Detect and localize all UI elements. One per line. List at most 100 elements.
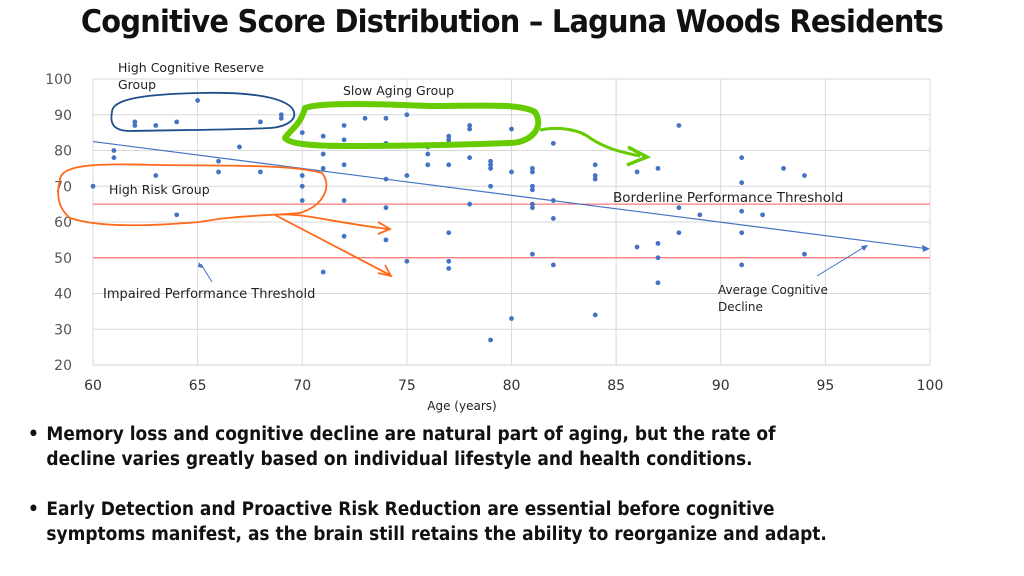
data-point: [404, 258, 410, 264]
data-point: [153, 173, 159, 178]
data-point: [488, 165, 493, 171]
data-point: [530, 183, 535, 189]
data-point: [530, 205, 535, 211]
data-point: [258, 119, 263, 125]
data-point: [592, 312, 598, 318]
bullet-line: Early Detection and Proactive Risk Reduc…: [46, 499, 775, 520]
y-tick-label: 90: [54, 108, 72, 124]
x-tick-label: 70: [293, 378, 311, 394]
data-point: [488, 158, 493, 164]
slow-aging-label: Slow Aging Group: [343, 83, 454, 98]
data-point: [404, 173, 410, 178]
bullet-item: • Memory loss and cognitive decline are …: [28, 422, 939, 472]
data-point: [592, 162, 598, 168]
bullet-glyph: •: [28, 424, 39, 445]
high-risk-arrowhead-2: [377, 264, 393, 278]
data-point: [341, 198, 347, 203]
data-point: [237, 144, 242, 150]
data-point: [258, 169, 263, 175]
data-point: [111, 155, 117, 161]
y-tick-label: 60: [54, 215, 72, 231]
data-point: [132, 123, 138, 128]
impaired-pointer-arrow: [200, 263, 213, 283]
y-tick-label: 30: [54, 322, 72, 338]
impaired-pointer-arrowhead: [198, 262, 203, 268]
high-risk-arrowhead-1: [377, 221, 393, 235]
data-point: [278, 115, 284, 121]
high-risk-arrow-2: [274, 214, 391, 276]
data-point: [341, 137, 347, 143]
data-point: [781, 165, 786, 171]
data-point: [467, 126, 473, 132]
data-point: [446, 266, 452, 271]
y-tick-label: 80: [54, 144, 72, 160]
data-point: [550, 216, 556, 221]
data-point: [739, 262, 745, 268]
data-point: [550, 140, 556, 146]
data-point: [216, 158, 221, 164]
data-point: [467, 155, 473, 161]
trend-line: [92, 140, 929, 250]
bullet-list: • Memory loss and cognitive decline are …: [28, 422, 1018, 572]
decline-pointer-arrow: [816, 245, 867, 277]
data-point: [341, 233, 347, 239]
data-point: [446, 230, 452, 236]
data-point: [404, 112, 410, 118]
bullet-line: decline varies greatly based on individu…: [46, 449, 753, 470]
data-point: [509, 316, 514, 321]
data-point: [299, 130, 305, 136]
data-point: [467, 201, 473, 207]
y-tick-label: 40: [54, 287, 72, 303]
decline-label-line2: Decline: [718, 300, 763, 314]
y-tick-label: 20: [54, 358, 72, 374]
data-point: [760, 212, 765, 218]
x-tick-label: 75: [398, 378, 416, 394]
grid-lines: [92, 78, 931, 366]
y-tick-label: 50: [54, 251, 72, 267]
data-point: [509, 126, 514, 132]
data-point: [446, 137, 452, 143]
hand-drawn-highlights: [57, 91, 868, 283]
data-point: [362, 115, 368, 121]
data-point: [530, 201, 535, 207]
data-point: [383, 237, 389, 243]
data-point: [383, 176, 389, 182]
data-point: [592, 173, 598, 178]
bullet-item: • Early Detection and Proactive Risk Red…: [28, 497, 939, 547]
data-point: [174, 212, 180, 218]
data-point: [467, 123, 473, 128]
data-point: [550, 198, 556, 203]
data-point: [530, 251, 535, 257]
x-axis-title: Age (years): [427, 399, 496, 413]
data-point: [802, 173, 807, 178]
x-tick-label: 95: [816, 378, 834, 394]
high-reserve-label-line1: High Cognitive Reserve: [118, 60, 264, 75]
data-point: [111, 148, 117, 153]
data-point: [320, 151, 326, 157]
data-point: [341, 162, 347, 168]
data-point: [739, 208, 745, 214]
x-tick-label: 85: [607, 378, 625, 394]
slow-aging-arrow: [539, 126, 641, 158]
data-point: [676, 230, 682, 236]
scatter-chart: 20 30 40 50 60 70 80 90 100 60 65 70 75 80 85 90 95 100 H…: [45, 60, 943, 413]
data-point: [488, 337, 493, 343]
high-risk-arrow-1: [274, 213, 389, 230]
data-point: [530, 169, 535, 175]
bullet-line: symptoms manifest, as the brain still re…: [46, 524, 827, 545]
data-point: [655, 255, 661, 261]
slow-aging-arrowhead: [626, 145, 652, 167]
data-point: [509, 169, 514, 175]
data-point: [216, 169, 221, 175]
data-point: [488, 183, 493, 189]
high-reserve-highlight: [110, 91, 295, 132]
annotations: High Cognitive Reserve Group Slow Aging …: [103, 60, 843, 413]
data-point: [802, 251, 807, 257]
data-point: [530, 187, 535, 193]
borderline-label: Borderline Performance Threshold: [613, 190, 843, 206]
data-point: [132, 119, 138, 125]
high-risk-highlight: [57, 163, 328, 227]
data-point: [655, 280, 661, 286]
high-reserve-label-line2: Group: [118, 77, 156, 92]
data-point: [299, 198, 305, 203]
